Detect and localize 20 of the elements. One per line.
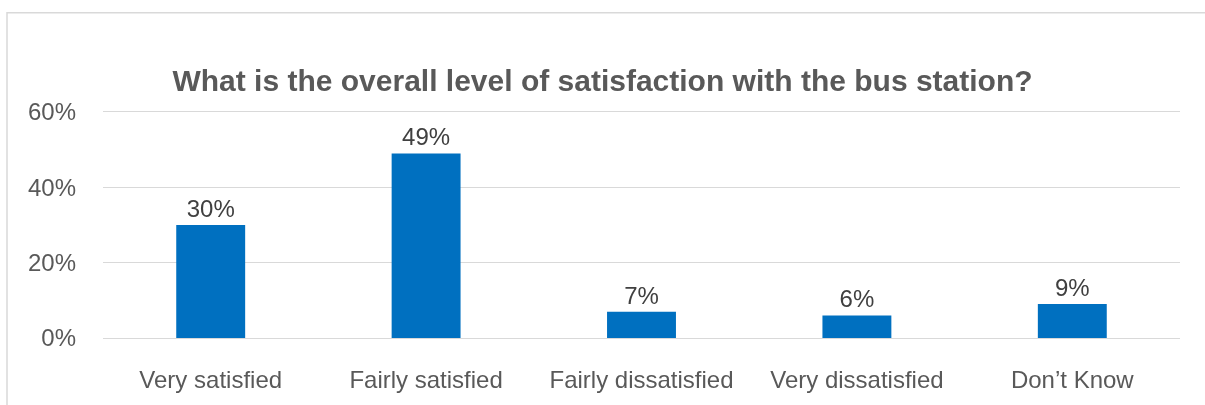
bar	[607, 311, 676, 338]
chart-title: What is the overall level of satisfaction with the bus station?	[172, 63, 1033, 97]
y-tick-label: 0%	[41, 324, 76, 352]
data-label: 7%	[624, 281, 659, 309]
data-label: 6%	[839, 285, 875, 313]
data-label: 49%	[402, 123, 451, 151]
data-label: 30%	[186, 195, 235, 222]
y-tick-label: 60%	[27, 98, 76, 126]
bar	[176, 225, 246, 338]
x-tick-label: Very dissatisfied	[770, 365, 944, 393]
x-tick-label: Very satisfied	[139, 365, 283, 393]
x-tick-label: Fairly satisfied	[349, 365, 503, 393]
bar	[1037, 304, 1107, 338]
data-label: 9%	[1054, 274, 1090, 302]
bar	[822, 315, 892, 338]
y-tick-label: 20%	[27, 249, 76, 277]
x-tick-label: Fairly dissatisfied	[549, 365, 734, 393]
y-tick-label: 40%	[27, 173, 76, 201]
x-tick-label: Don’t Know	[1010, 365, 1135, 393]
bar	[391, 153, 461, 338]
